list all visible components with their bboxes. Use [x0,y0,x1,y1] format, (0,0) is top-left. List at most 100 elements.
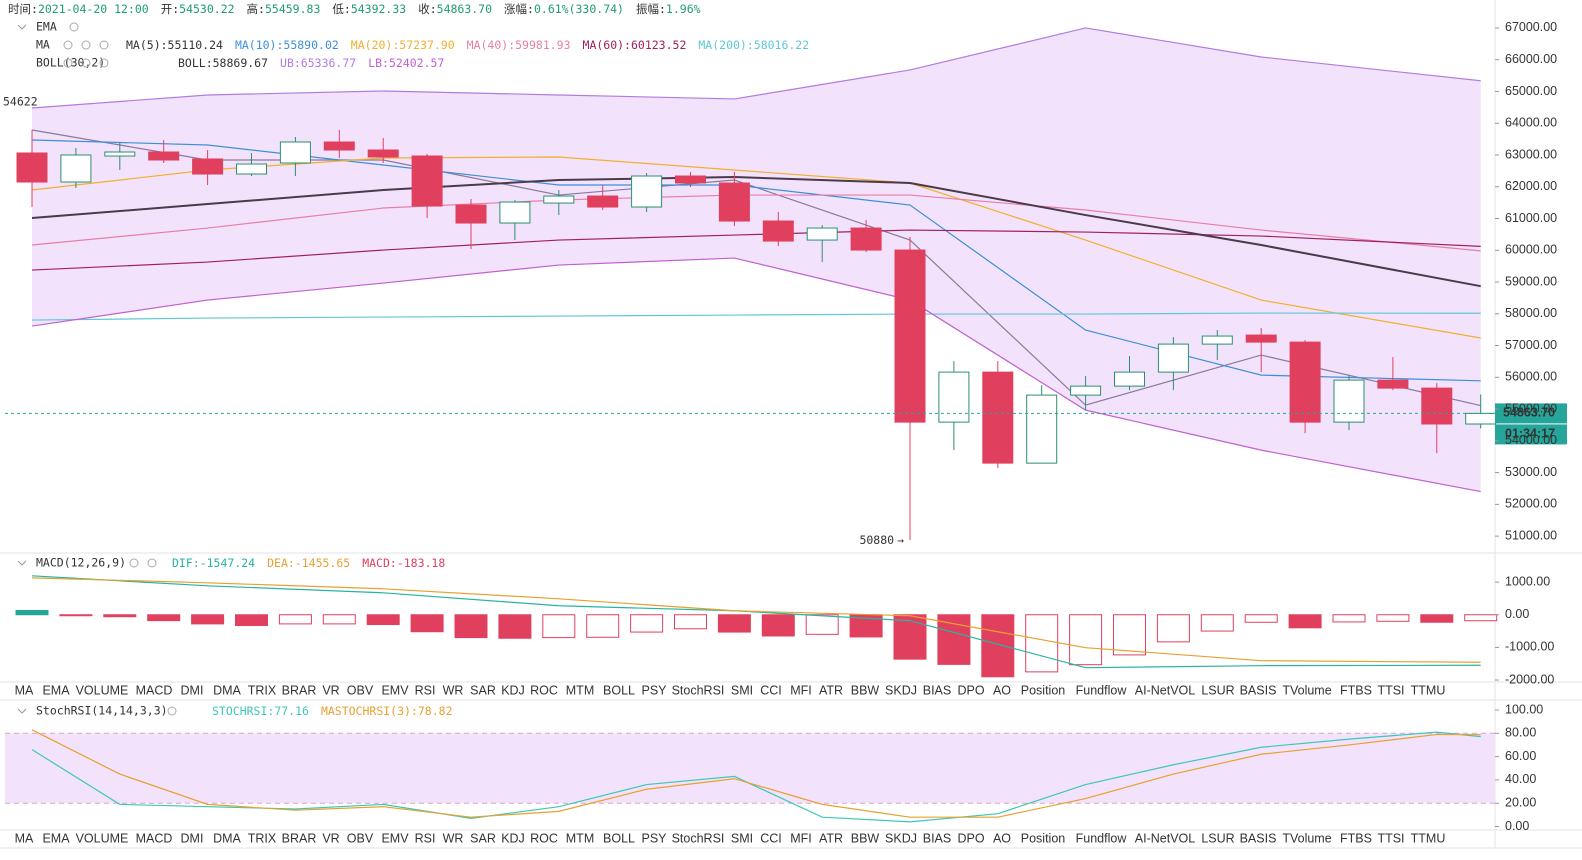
indicator-tab[interactable]: StochRSI [672,683,725,697]
indicator-tab[interactable]: MFI [790,831,812,845]
indicator-tab[interactable]: BOLL [603,831,635,845]
indicator-tab[interactable]: Position [1021,831,1066,845]
indicator-tab[interactable]: PSY [641,831,667,845]
indicator-tab[interactable]: MACD [136,683,173,697]
indicator-tab[interactable]: SMI [731,831,753,845]
indicator-tab[interactable]: TTMU [1411,683,1446,697]
indicator-tab[interactable]: TVolume [1282,831,1331,845]
indicator-tab[interactable]: SAR [470,831,496,845]
indicator-tab[interactable]: VR [322,683,339,697]
indicator-tab[interactable]: BRAR [282,683,317,697]
indicator-tab[interactable]: BASIS [1240,683,1277,697]
collapse-chevron [17,560,27,566]
indicator-tab[interactable]: DPO [957,683,984,697]
indicator-tab[interactable]: EMV [381,831,409,845]
indicator-tab[interactable]: SAR [470,683,496,697]
indicator-tab[interactable]: PSY [641,683,667,697]
indicator-tab[interactable]: VR [322,831,339,845]
candle-body [938,371,970,423]
indicator-tab[interactable]: WR [443,683,464,697]
indicator-tab[interactable]: AO [993,831,1011,845]
candle-body [60,154,92,183]
indicator-tab[interactable]: AO [993,683,1011,697]
macd-bar [1156,614,1190,643]
indicator-tab[interactable]: Fundflow [1076,831,1128,845]
indicator-tab[interactable]: ATR [819,683,843,697]
indicator-tab[interactable]: StochRSI [672,831,725,845]
y-tick-label: 62000.00 [1505,179,1557,193]
indicator-tab[interactable]: LSUR [1201,831,1234,845]
legend-title: EMA [36,20,57,34]
legend-name: STOCHRSI: [212,704,274,718]
y-tick-label: 40.00 [1505,772,1536,786]
indicator-tab[interactable]: SMI [731,683,753,697]
indicator-tab[interactable]: RSI [415,683,436,697]
indicator-tab[interactable]: RSI [415,831,436,845]
indicator-tab[interactable]: BBW [851,683,880,697]
legend-value: 58869.67 [213,56,268,70]
indicator-tab[interactable]: EMV [381,683,409,697]
indicator-tab[interactable]: VOLUME [76,831,129,845]
y-tick-label: 64000.00 [1505,116,1557,130]
indicator-tab[interactable]: BASIS [1240,831,1277,845]
indicator-tab[interactable]: BIAS [923,683,952,697]
indicator-tab[interactable]: Fundflow [1076,683,1128,697]
macd-bar [103,614,137,618]
indicator-tab[interactable]: TTSI [1377,683,1404,697]
indicator-tab[interactable]: MACD [136,831,173,845]
indicator-tab[interactable]: BOLL [603,683,635,697]
indicator-tab[interactable]: WR [443,831,464,845]
indicator-tab[interactable]: MTM [566,831,594,845]
indicator-tab[interactable]: CCI [760,683,782,697]
indicator-tab[interactable]: AI-NetVOL [1135,683,1195,697]
indicator-tab[interactable]: FTBS [1340,683,1372,697]
indicator-tab[interactable]: MA [15,831,34,845]
indicator-tab[interactable]: EMA [42,831,70,845]
indicator-tab[interactable]: TTMU [1411,831,1446,845]
indicator-tab[interactable]: SKDJ [885,683,917,697]
indicator-tab[interactable]: DPO [957,831,984,845]
indicator-tab[interactable]: AI-NetVOL [1135,831,1195,845]
indicator-tab[interactable]: SKDJ [885,831,917,845]
indicator-tab[interactable]: OBV [347,683,374,697]
indicator-tab[interactable]: BIAS [923,831,952,845]
y-tick-label: 80.00 [1505,726,1536,740]
legend-entries: MA(5):55110.24 MA(10):55890.02 MA(20):5723… [126,38,809,52]
indicator-tab[interactable]: Position [1021,683,1066,697]
candle-body [411,155,443,207]
indicator-tab[interactable]: EMA [42,683,70,697]
y-tick-label: 55000.00 [1505,401,1557,415]
indicator-tab[interactable]: TTSI [1377,831,1404,845]
indicator-tab[interactable]: MFI [790,683,812,697]
indicator-tab[interactable]: BRAR [282,831,317,845]
candle-body [148,151,180,161]
indicator-tab[interactable]: DMI [181,683,204,697]
indicator-tab[interactable]: TRIX [248,683,277,697]
indicator-tab[interactable]: DMI [181,831,204,845]
y-tick-label: 0.00 [1505,819,1529,833]
macd-bar [59,614,93,617]
indicator-tab[interactable]: ATR [819,831,843,845]
indicator-tab[interactable]: LSUR [1201,683,1234,697]
indicator-tab[interactable]: OBV [347,831,374,845]
legend-title: MACD(12,26,9) [36,556,126,570]
indicator-tab[interactable]: TVolume [1282,683,1331,697]
y-tick-label: 53000.00 [1505,465,1557,479]
legend-name: MA(10): [235,38,283,52]
indicator-tab[interactable]: VOLUME [76,683,129,697]
indicator-tab[interactable]: KDJ [501,831,525,845]
low-arrow: → [897,532,904,546]
legend-value: 55110.24 [168,38,223,52]
indicator-tab[interactable]: DMA [213,683,241,697]
indicator-tab[interactable]: CCI [760,831,782,845]
y-tick-label: 58000.00 [1505,306,1557,320]
indicator-tab[interactable]: FTBS [1340,831,1372,845]
indicator-tab[interactable]: BBW [851,831,880,845]
indicator-tab[interactable]: TRIX [248,831,277,845]
indicator-tab[interactable]: KDJ [501,683,525,697]
indicator-tab[interactable]: ROC [530,683,558,697]
indicator-tab[interactable]: ROC [530,831,558,845]
indicator-tab[interactable]: DMA [213,831,241,845]
indicator-tab[interactable]: MTM [566,683,594,697]
indicator-tab[interactable]: MA [15,683,34,697]
